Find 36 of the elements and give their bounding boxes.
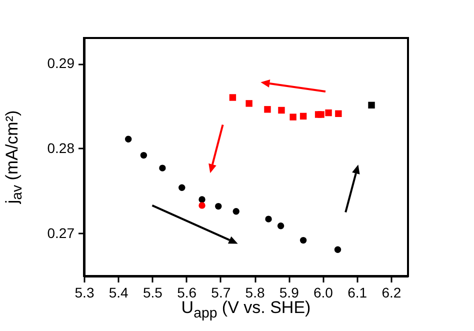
point: [140, 152, 148, 159]
point: [232, 208, 240, 215]
y-tick-label: 0.29: [47, 55, 75, 71]
x-tick-label: 5.7: [211, 284, 231, 300]
point: [290, 114, 296, 120]
x-tick-label: 5.6: [177, 284, 197, 300]
point: [334, 246, 342, 253]
point: [229, 94, 236, 101]
point: [335, 110, 342, 118]
point: [246, 100, 252, 107]
x-tick-label: 6.2: [382, 284, 402, 300]
point: [318, 111, 324, 118]
x-tick-label: 5.3: [74, 284, 94, 300]
point: [277, 222, 284, 230]
point: [325, 109, 332, 116]
x-tick-label: 5.8: [245, 284, 265, 300]
point: [198, 202, 206, 209]
point: [159, 164, 166, 172]
point: [278, 106, 285, 114]
point: [368, 102, 375, 109]
point: [198, 196, 206, 203]
x-axis-title: U$_{app}$ (V vs. SHE): [181, 298, 311, 322]
point: [300, 236, 307, 244]
point: [300, 112, 307, 120]
point: [124, 136, 132, 142]
point: [215, 202, 222, 210]
point: [264, 106, 271, 113]
x-tick-label: 5.9: [279, 284, 300, 300]
x-tick-label: 6.0: [314, 284, 334, 300]
x-tick-label: 5.4: [108, 284, 129, 300]
point: [178, 184, 186, 191]
point: [265, 216, 272, 222]
x-tick-label: 5.5: [142, 284, 163, 300]
y-tick-label: 0.28: [47, 140, 75, 156]
x-tick-label: 6.1: [348, 284, 368, 300]
y-tick-label: 0.27: [47, 225, 75, 241]
